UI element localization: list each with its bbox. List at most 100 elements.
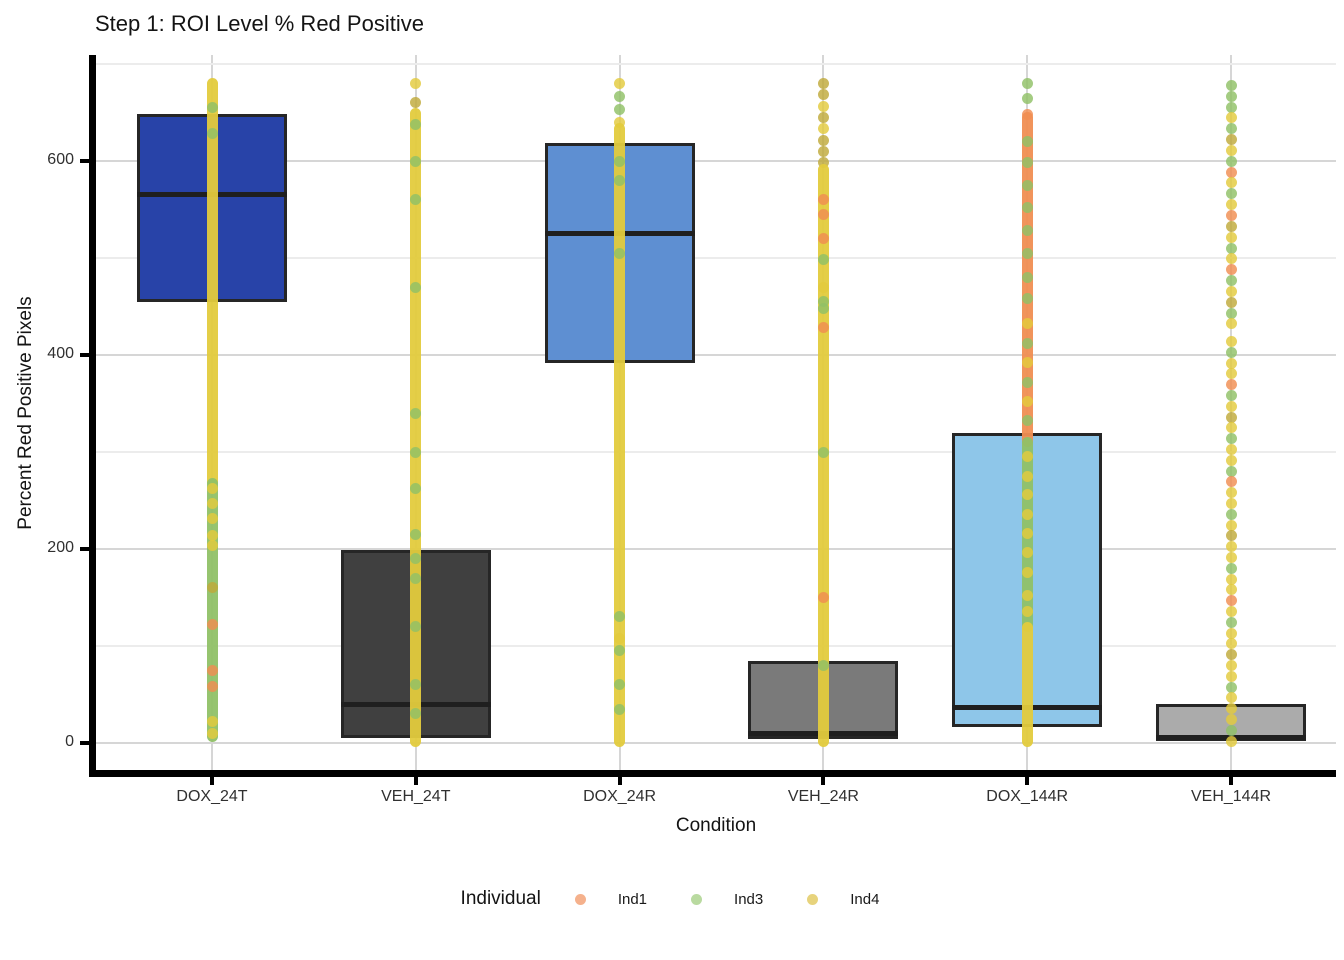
jitter-point xyxy=(1021,271,1033,283)
jitter-point xyxy=(1225,465,1237,477)
jitter-point xyxy=(1225,368,1237,380)
h-gridline-major xyxy=(96,354,1336,356)
jitter-point xyxy=(1021,547,1033,559)
jitter-point xyxy=(1225,155,1237,167)
y-tick-label-0: 0 xyxy=(65,733,74,750)
jitter-point xyxy=(1225,605,1237,617)
jitter-point xyxy=(817,254,829,266)
legend-label-Ind4: Ind4 xyxy=(850,890,880,908)
jitter-point xyxy=(1021,527,1033,539)
jitter-point xyxy=(614,77,626,89)
h-gridline-minor xyxy=(96,451,1336,453)
jitter-point xyxy=(817,446,829,458)
jitter-point xyxy=(1225,562,1237,574)
y-tick-label-400: 400 xyxy=(47,345,74,362)
jitter-point xyxy=(410,483,422,495)
x-tick-label-VEH_24T: VEH_24T xyxy=(381,788,451,805)
jitter-point xyxy=(1225,519,1237,531)
jitter-point xyxy=(206,727,218,739)
jitter-point xyxy=(206,483,218,495)
jitter-point xyxy=(1021,590,1033,602)
jitter-point xyxy=(1021,247,1033,259)
jitter-point xyxy=(1021,415,1033,427)
jitter-point xyxy=(817,302,829,314)
jitter-point xyxy=(1021,318,1033,330)
jitter-point xyxy=(1225,433,1237,445)
x-tick xyxy=(210,777,214,785)
y-tick xyxy=(80,353,89,357)
jitter-point xyxy=(1225,335,1237,347)
jitter-point xyxy=(1225,530,1237,542)
jitter-point xyxy=(206,513,218,525)
jitter-point xyxy=(1225,242,1237,254)
jitter-point xyxy=(817,322,829,334)
jitter-point xyxy=(614,103,626,115)
jitter-point xyxy=(1225,275,1237,287)
jitter-strip-DOX_24T xyxy=(206,478,218,743)
jitter-point xyxy=(1021,566,1033,578)
jitter-point xyxy=(1021,605,1033,617)
jitter-point xyxy=(410,118,422,130)
jitter-point xyxy=(1225,285,1237,297)
jitter-point xyxy=(817,233,829,245)
jitter-point xyxy=(1225,497,1237,509)
jitter-point xyxy=(1225,357,1237,369)
x-axis-line xyxy=(89,770,1336,777)
jitter-point xyxy=(1225,692,1237,704)
legend: Individual Ind1 Ind3 Ind4 xyxy=(0,888,1344,910)
jitter-point xyxy=(1225,443,1237,455)
jitter-point xyxy=(410,621,422,633)
legend-entry-Ind1: Ind1 xyxy=(574,891,647,908)
jitter-point xyxy=(1225,134,1237,146)
jitter-point xyxy=(614,611,626,623)
jitter-point xyxy=(1225,264,1237,276)
jitter-point xyxy=(1021,357,1033,369)
jitter-strip-DOX_144R xyxy=(1021,621,1033,748)
jitter-point xyxy=(817,296,829,308)
jitter-point xyxy=(1225,735,1237,747)
jitter-point xyxy=(817,281,829,293)
jitter-point xyxy=(1021,77,1033,89)
jitter-point xyxy=(817,77,829,89)
jitter-point xyxy=(1225,476,1237,488)
jitter-point xyxy=(817,592,829,603)
x-tick-label-DOX_24T: DOX_24T xyxy=(176,788,248,805)
jitter-strip-DOX_24R xyxy=(614,123,626,748)
jitter-point xyxy=(1225,703,1237,715)
jitter-point xyxy=(410,97,422,109)
jitter-point xyxy=(1225,144,1237,156)
jitter-point xyxy=(1225,659,1237,671)
jitter-strip-DOX_24T xyxy=(206,78,218,489)
jitter-point xyxy=(1225,487,1237,499)
chart-title: Step 1: ROI Level % Red Positive xyxy=(95,11,424,36)
jitter-point xyxy=(1021,337,1033,349)
jitter-point xyxy=(1225,123,1237,135)
jitter-point xyxy=(817,157,829,169)
jitter-point xyxy=(1225,508,1237,520)
jitter-point xyxy=(410,446,422,458)
jitter-point xyxy=(817,194,829,206)
jitter-point xyxy=(817,123,829,135)
jitter-point xyxy=(410,708,422,720)
jitter-point xyxy=(1225,713,1237,725)
y-tick-label-200: 200 xyxy=(47,539,74,556)
jitter-point xyxy=(1021,470,1033,482)
legend-title: Individual xyxy=(460,888,541,909)
h-gridline-major xyxy=(96,742,1336,744)
y-tick-label-600: 600 xyxy=(47,151,74,168)
jitter-point xyxy=(1225,422,1237,434)
jitter-point xyxy=(410,155,422,167)
jitter-point xyxy=(1225,253,1237,265)
jitter-point xyxy=(1225,101,1237,113)
jitter-point xyxy=(614,679,626,691)
jitter-point xyxy=(1225,112,1237,124)
jitter-point xyxy=(1225,318,1237,330)
jitter-point xyxy=(1021,93,1033,105)
x-tick xyxy=(617,777,622,785)
h-gridline-minor xyxy=(96,645,1336,647)
jitter-point xyxy=(817,89,829,101)
y-tick xyxy=(80,159,89,163)
jitter-point xyxy=(1225,166,1237,178)
jitter-point xyxy=(1021,202,1033,214)
